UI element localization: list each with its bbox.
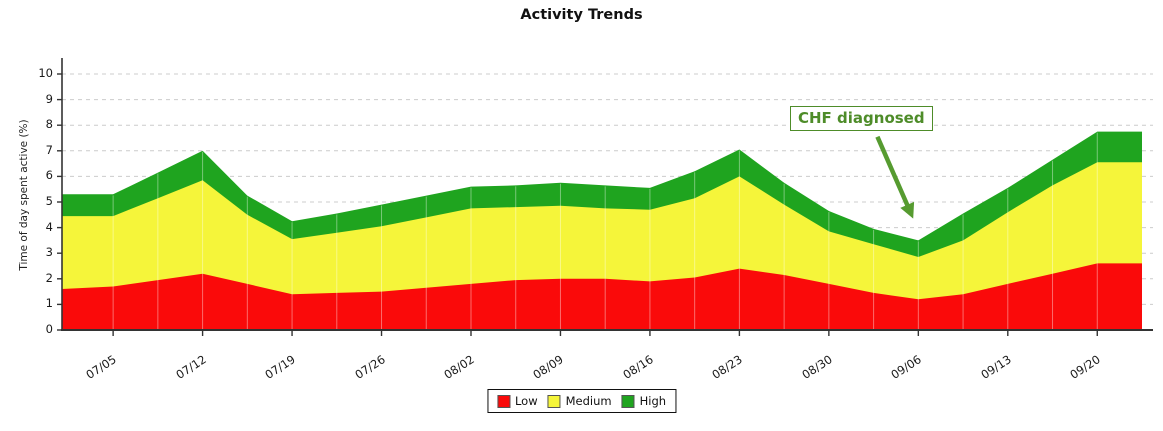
legend-label: Low bbox=[514, 394, 538, 408]
y-tick-label-9: 9 bbox=[45, 91, 53, 106]
y-tick-label-10: 10 bbox=[38, 66, 53, 80]
annotation-arrow-head bbox=[900, 201, 915, 219]
legend-swatch-high bbox=[621, 394, 635, 408]
y-tick-label-6: 6 bbox=[45, 168, 53, 183]
y-tick-label-4: 4 bbox=[45, 219, 53, 234]
legend-swatch-medium bbox=[547, 394, 561, 408]
y-tick-label-5: 5 bbox=[45, 194, 53, 208]
y-tick-label-3: 3 bbox=[45, 245, 53, 260]
area-medium bbox=[62, 162, 1142, 330]
legend-label: High bbox=[639, 394, 667, 408]
legend: Low Medium High bbox=[486, 389, 677, 413]
y-tick-label-0: 0 bbox=[45, 322, 53, 336]
chart-title: Activity Trends bbox=[520, 7, 643, 23]
legend-item-low: Low bbox=[496, 394, 538, 408]
annotation-arrow-shaft bbox=[875, 135, 911, 209]
annotation-chf-diagnosed: CHF diagnosed bbox=[790, 106, 933, 131]
legend-swatch-low bbox=[496, 394, 510, 408]
y-tick-label-7: 7 bbox=[45, 142, 53, 157]
legend-item-medium: Medium bbox=[547, 394, 612, 408]
legend-label: Medium bbox=[565, 394, 612, 408]
y-tick-label-2: 2 bbox=[45, 270, 53, 285]
y-tick-label-1: 1 bbox=[45, 296, 53, 311]
area-low bbox=[62, 263, 1142, 330]
y-tick-label-8: 8 bbox=[45, 117, 53, 132]
legend-item-high: High bbox=[621, 394, 667, 408]
